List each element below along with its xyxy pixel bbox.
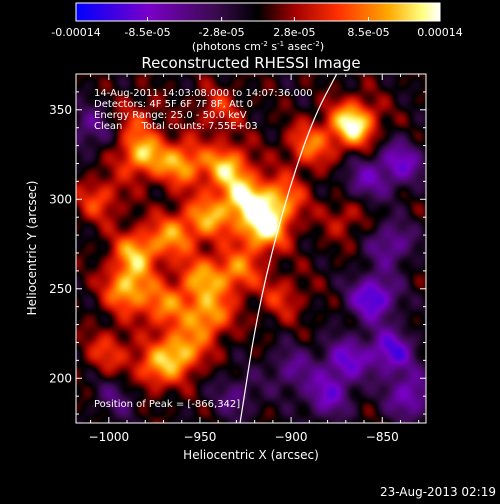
colorbar-tick-label: -0.00014: [51, 26, 100, 39]
y-tick-label: 300: [49, 192, 72, 206]
y-tick-label: 350: [49, 103, 72, 117]
heatmap-raster: [76, 74, 426, 423]
colorbar-tick-label: -8.5e-05: [124, 26, 170, 39]
energy-range-text: Energy Range: 25.0 - 50.0 keV: [94, 110, 247, 121]
annotations: 14-Aug-2011 14:03:08.000 to 14:07:36.000…: [94, 88, 313, 410]
colorbar-tick-label: 8.5e-05: [347, 26, 389, 39]
x-tick-label: −900: [275, 430, 308, 444]
y-axis-label: Heliocentric Y (arcsec): [25, 181, 39, 316]
rhessi-image: [76, 74, 426, 423]
plot-frame: [75, 73, 427, 424]
x-tick-label: −950: [183, 430, 216, 444]
y-tick-label: 200: [49, 371, 72, 385]
colorbar-tick-label: -2.8e-05: [198, 26, 244, 39]
x-axis-ticks: −1000 −950 −900 −850: [89, 74, 420, 444]
colorbar-tick-label: 0.00014: [417, 26, 463, 39]
y-tick-label: 250: [49, 282, 72, 296]
colorbar-unit-label: (photons cm-2 s-1 asec-2): [192, 40, 324, 53]
x-tick-label: −850: [366, 430, 399, 444]
detectors-text: Detectors: 4F 5F 6F 7F 8F, Att 0: [94, 99, 253, 110]
x-axis-label: Heliocentric X (arcsec): [183, 448, 319, 462]
peak-position-text: Position of Peak = [-866,342]: [94, 399, 240, 410]
clean-counts-text: Clean Total counts: 7.55E+03: [94, 121, 258, 132]
chart-title: Reconstructed RHESSI Image: [141, 54, 360, 72]
footer-date: 23-Aug-2013 02:19: [379, 485, 496, 499]
y-axis-ticks: 200 250 300 350: [49, 73, 426, 415]
colorbar-ticks: -0.00014 -8.5e-05 -2.8e-05 2.8e-05 8.5e-05 0.…: [51, 17, 463, 39]
colorbar-tick-label: 2.8e-05: [273, 26, 315, 39]
colorbar-gradient: [75, 2, 441, 22]
solar-limb-curve: [239, 74, 338, 423]
time-range-text: 14-Aug-2011 14:03:08.000 to 14:07:36.000: [94, 88, 313, 99]
x-tick-label: −1000: [89, 430, 130, 444]
colorbar: -0.00014 -8.5e-05 -2.8e-05 2.8e-05 8.5e-05 0.…: [51, 2, 463, 53]
